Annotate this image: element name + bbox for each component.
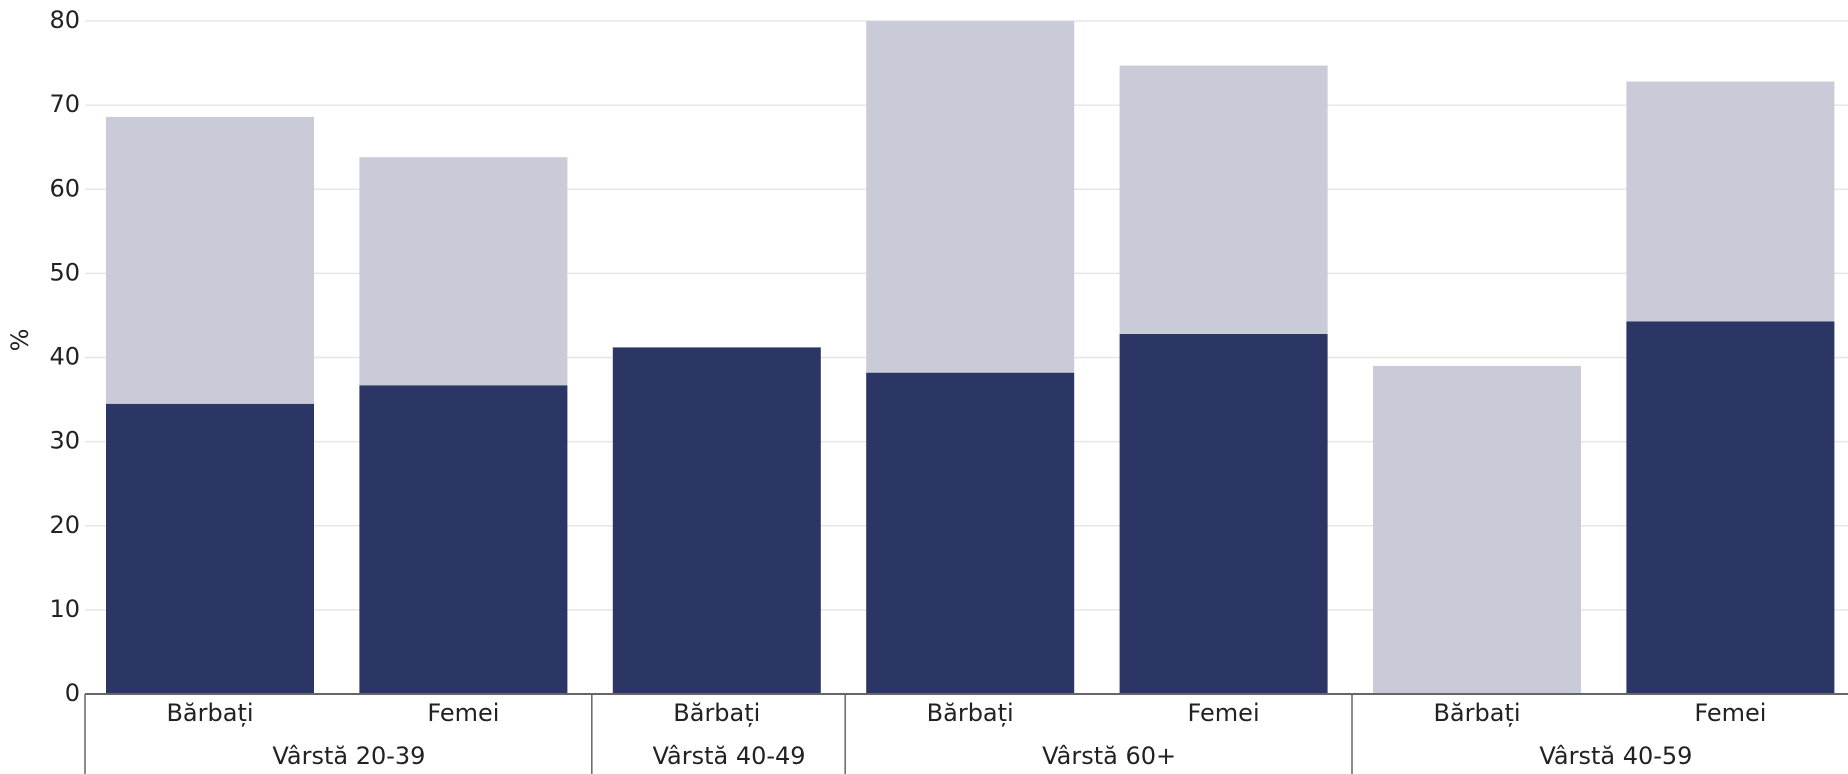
- y-tick-label: 70: [49, 90, 80, 118]
- x-tick-label: Bărbați: [927, 699, 1014, 727]
- bar-segment: [1119, 333, 1328, 694]
- group-label: Vârstă 40-49: [652, 742, 805, 770]
- x-tick-label: Bărbați: [166, 699, 253, 727]
- bar-segment: [1373, 365, 1581, 694]
- x-tick-label: Femei: [427, 699, 499, 727]
- bar-segment: [359, 157, 568, 386]
- x-tick-label: Femei: [1694, 699, 1766, 727]
- bar-segment: [106, 116, 314, 404]
- bar-segment: [1626, 321, 1835, 694]
- y-tick-label: 10: [49, 595, 80, 623]
- y-tick-label: 40: [49, 343, 80, 371]
- group-label: Vârstă 40-59: [1539, 742, 1692, 770]
- y-tick-label: 80: [49, 6, 80, 34]
- y-axis-label: %: [6, 329, 34, 352]
- x-tick-label: Bărbați: [1433, 699, 1520, 727]
- group-label: Vârstă 20-39: [272, 742, 425, 770]
- bar-segment: [866, 372, 1075, 694]
- y-tick-label: 20: [49, 511, 80, 539]
- x-tick-label: Femei: [1188, 699, 1260, 727]
- bar-segment: [612, 347, 821, 694]
- y-tick-label: 30: [49, 427, 80, 455]
- bar-segment: [1119, 65, 1328, 334]
- y-tick-label: 50: [49, 258, 80, 286]
- bar-segment: [1626, 81, 1835, 322]
- x-tick-label: Bărbați: [673, 699, 760, 727]
- bar-segment: [866, 21, 1075, 373]
- bar-segment: [106, 403, 314, 694]
- bar-segment: [359, 385, 568, 694]
- y-tick-label: 0: [65, 679, 80, 707]
- group-label: Vârstă 60+: [1042, 742, 1176, 770]
- y-tick-label: 60: [49, 174, 80, 202]
